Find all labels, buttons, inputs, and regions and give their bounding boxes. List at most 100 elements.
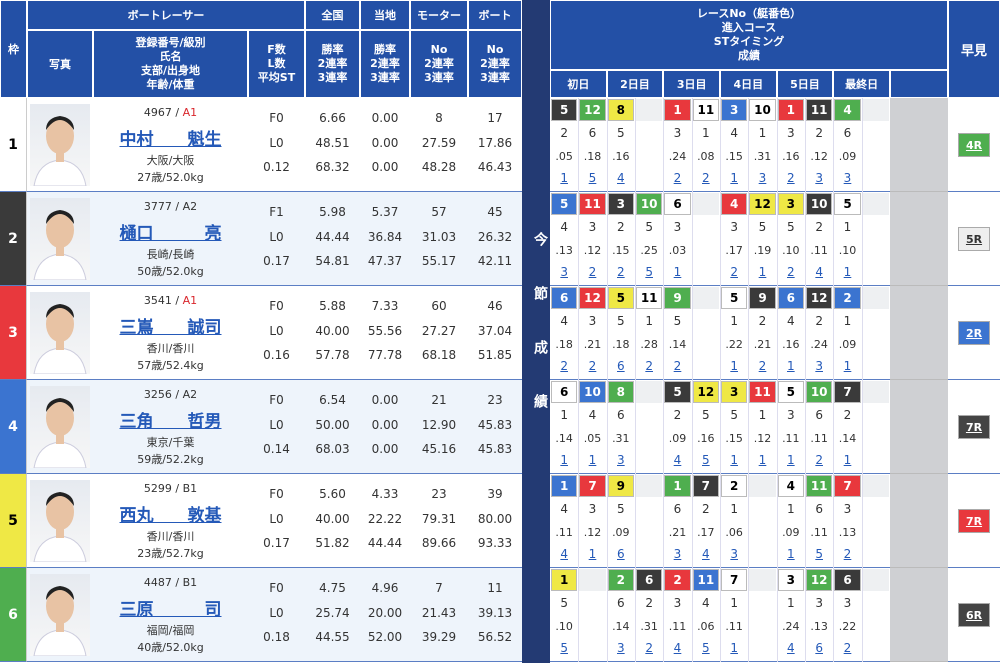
result[interactable]: 3 xyxy=(815,359,823,373)
photo xyxy=(30,480,90,562)
national-stat: 5.60 xyxy=(319,487,346,501)
st-timing: .05 xyxy=(583,431,602,445)
result[interactable]: 4 xyxy=(673,453,682,467)
result[interactable]: 5 xyxy=(645,265,653,279)
racer-name[interactable]: 中村 魁生 xyxy=(119,129,222,150)
race-header-line: 成績 xyxy=(738,49,760,62)
race-number: 11 xyxy=(636,287,663,309)
grid-divider xyxy=(635,568,636,662)
course: 1 xyxy=(730,502,738,516)
result[interactable]: 6 xyxy=(617,359,625,373)
racer-name[interactable]: 西丸 敦基 xyxy=(119,505,222,526)
quick-link[interactable]: 7R xyxy=(958,415,990,439)
grid-divider xyxy=(720,474,721,568)
result[interactable]: 1 xyxy=(843,453,852,467)
result[interactable]: 1 xyxy=(588,547,597,561)
grid-divider xyxy=(805,380,806,474)
result[interactable]: 3 xyxy=(758,171,767,185)
local-stat: 22.22 xyxy=(367,511,403,526)
local-stat: 4.96 xyxy=(371,581,399,595)
racer-name[interactable]: 樋口 亮 xyxy=(119,223,222,244)
result[interactable]: 1 xyxy=(843,265,852,279)
result[interactable]: 5 xyxy=(702,641,710,655)
result[interactable]: 1 xyxy=(730,171,738,185)
result[interactable]: 2 xyxy=(843,547,852,561)
result[interactable]: 2 xyxy=(588,359,597,373)
quick-link[interactable]: 7R xyxy=(958,509,990,533)
boat-stat: 93.33 xyxy=(477,536,513,550)
result[interactable]: 3 xyxy=(843,171,852,185)
result[interactable]: 4 xyxy=(787,641,795,655)
racer-name[interactable]: 三角 哲男 xyxy=(119,411,222,432)
result[interactable]: 3 xyxy=(560,265,568,279)
result[interactable]: 4 xyxy=(702,547,710,561)
result[interactable]: 2 xyxy=(673,359,682,373)
result[interactable]: 2 xyxy=(560,359,568,373)
race-number: 8 xyxy=(607,381,634,403)
result[interactable]: 6 xyxy=(617,547,625,561)
result[interactable]: 1 xyxy=(730,453,738,467)
result[interactable]: 2 xyxy=(673,171,682,185)
result[interactable]: 1 xyxy=(758,265,767,279)
result[interactable]: 1 xyxy=(787,547,795,561)
result[interactable]: 1 xyxy=(843,359,852,373)
result[interactable]: 5 xyxy=(702,453,710,467)
result[interactable]: 3 xyxy=(815,171,823,185)
racer-name[interactable]: 三原 司 xyxy=(119,599,222,620)
result[interactable]: 2 xyxy=(787,265,795,279)
result[interactable]: 6 xyxy=(815,641,823,655)
result[interactable]: 5 xyxy=(815,547,823,561)
photo-silhouette xyxy=(33,116,87,186)
result[interactable]: 2 xyxy=(843,641,852,655)
result[interactable]: 1 xyxy=(588,453,597,467)
fl-f: F1 xyxy=(269,205,284,219)
result[interactable]: 2 xyxy=(617,265,625,279)
grid-divider xyxy=(748,98,750,192)
result[interactable]: 2 xyxy=(815,453,823,467)
row-bg xyxy=(27,192,522,286)
racer-name[interactable]: 三嶌 誠司 xyxy=(119,317,222,338)
local-stat: 0.00 xyxy=(371,135,399,150)
result[interactable]: 1 xyxy=(758,453,767,467)
result[interactable]: 2 xyxy=(588,265,597,279)
quick-link[interactable]: 5R xyxy=(958,227,990,251)
st-timing: .21 xyxy=(753,337,772,351)
result[interactable]: 1 xyxy=(673,265,682,279)
result[interactable]: 2 xyxy=(645,641,653,655)
result[interactable]: 2 xyxy=(787,171,795,185)
quick-link[interactable]: 6R xyxy=(958,603,990,627)
result[interactable]: 2 xyxy=(758,359,767,373)
result[interactable]: 3 xyxy=(673,547,682,561)
result[interactable]: 1 xyxy=(787,453,795,467)
fl-f: F0 xyxy=(269,393,284,407)
result[interactable]: 5 xyxy=(560,641,568,655)
day-header: 2日目 xyxy=(606,70,664,98)
race-number: 11 xyxy=(806,475,833,497)
course: 1 xyxy=(560,408,568,422)
result[interactable]: 4 xyxy=(617,171,625,185)
result[interactable]: 5 xyxy=(588,171,597,185)
result[interactable]: 2 xyxy=(730,265,738,279)
frame-number: 1 xyxy=(0,98,27,192)
grid-divider xyxy=(663,286,665,380)
result[interactable]: 1 xyxy=(787,359,795,373)
result[interactable]: 2 xyxy=(645,359,653,373)
result[interactable]: 4 xyxy=(815,265,823,279)
result[interactable]: 4 xyxy=(560,547,568,561)
result[interactable]: 4 xyxy=(673,641,682,655)
boat-stat: 17 xyxy=(487,111,503,125)
race-empty xyxy=(862,287,889,309)
quick-link[interactable]: 4R xyxy=(958,133,990,157)
result[interactable]: 1 xyxy=(730,359,738,373)
result[interactable]: 3 xyxy=(617,453,625,467)
st-timing: .10 xyxy=(782,243,800,257)
result[interactable]: 3 xyxy=(617,641,625,655)
result[interactable]: 2 xyxy=(702,171,710,185)
result[interactable]: 3 xyxy=(730,547,738,561)
result[interactable]: 1 xyxy=(730,641,738,655)
quick-link[interactable]: 2R xyxy=(958,321,990,345)
day-header: 5日目 xyxy=(776,70,834,98)
national-stat: 4.75 xyxy=(319,581,346,595)
result[interactable]: 1 xyxy=(560,171,568,185)
result[interactable]: 1 xyxy=(560,453,568,467)
